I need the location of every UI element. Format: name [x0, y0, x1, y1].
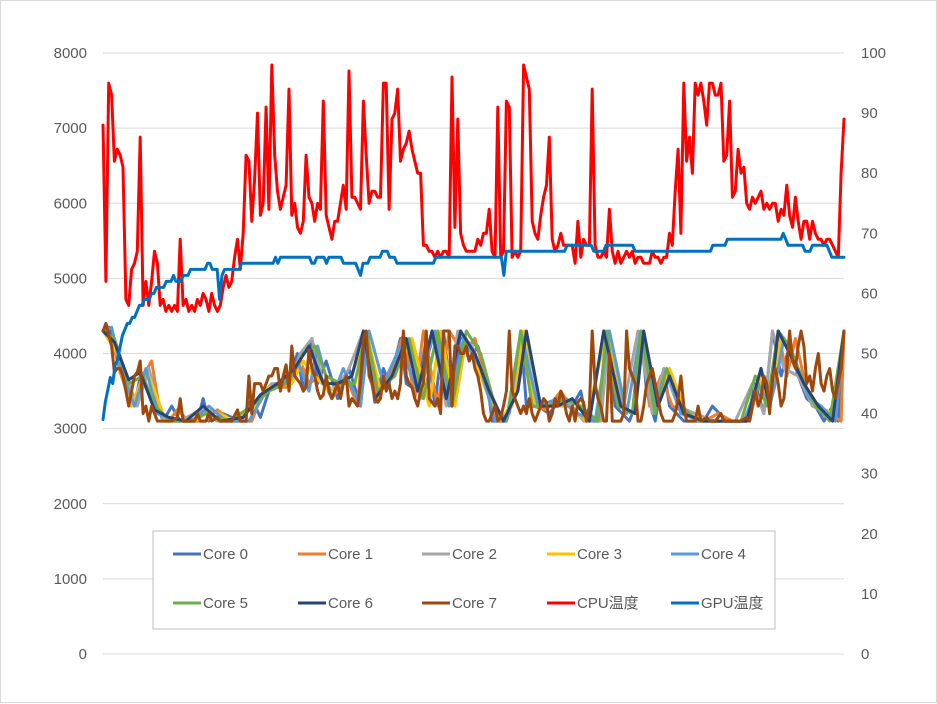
left-tick-label: 6000 — [54, 195, 87, 212]
legend-label: Core 5 — [203, 595, 248, 612]
legend-label: GPU温度 — [701, 595, 764, 612]
legend-label: Core 1 — [328, 546, 373, 563]
right-tick-label: 10 — [861, 586, 878, 603]
right-tick-label: 100 — [861, 45, 886, 62]
right-y-axis: 0 10 20 30 40 50 60 70 80 90 100 — [861, 45, 886, 663]
right-tick-label: 20 — [861, 526, 878, 543]
series-line-cpu温度 — [101, 63, 846, 313]
left-tick-label: 7000 — [54, 120, 87, 137]
legend-label: Core 0 — [203, 546, 248, 563]
series-lines — [101, 63, 846, 423]
legend: Core 0 Core 1 Core 2 Core 3 Core 4 Core 5 Core… — [152, 530, 776, 630]
right-tick-label: 90 — [861, 105, 878, 122]
left-tick-label: 3000 — [54, 421, 87, 438]
right-tick-label: 60 — [861, 285, 878, 302]
right-tick-label: 40 — [861, 406, 878, 423]
left-tick-label: 4000 — [54, 346, 87, 363]
series-line-core-5 — [101, 329, 846, 423]
legend-box — [152, 530, 776, 630]
right-tick-label: 30 — [861, 466, 878, 483]
legend-label: Core 6 — [328, 595, 373, 612]
right-tick-label: 0 — [861, 646, 869, 663]
legend-label: Core 7 — [452, 595, 497, 612]
series-line-gpu温度 — [101, 231, 846, 422]
left-y-axis: 0 1000 2000 3000 4000 5000 6000 7000 8000 — [54, 45, 87, 663]
left-tick-label: 5000 — [54, 270, 87, 287]
series-line-core-7 — [101, 321, 846, 423]
left-tick-label: 2000 — [54, 496, 87, 513]
right-tick-label: 80 — [861, 165, 878, 182]
legend-label: CPU温度 — [577, 595, 639, 612]
legend-label: Core 2 — [452, 546, 497, 563]
left-tick-label: 8000 — [54, 45, 87, 62]
left-tick-label: 0 — [79, 646, 87, 663]
right-tick-label: 50 — [861, 346, 878, 363]
legend-label: Core 4 — [701, 546, 746, 563]
right-tick-label: 70 — [861, 225, 878, 242]
legend-label: Core 3 — [577, 546, 622, 563]
left-tick-label: 1000 — [54, 571, 87, 588]
